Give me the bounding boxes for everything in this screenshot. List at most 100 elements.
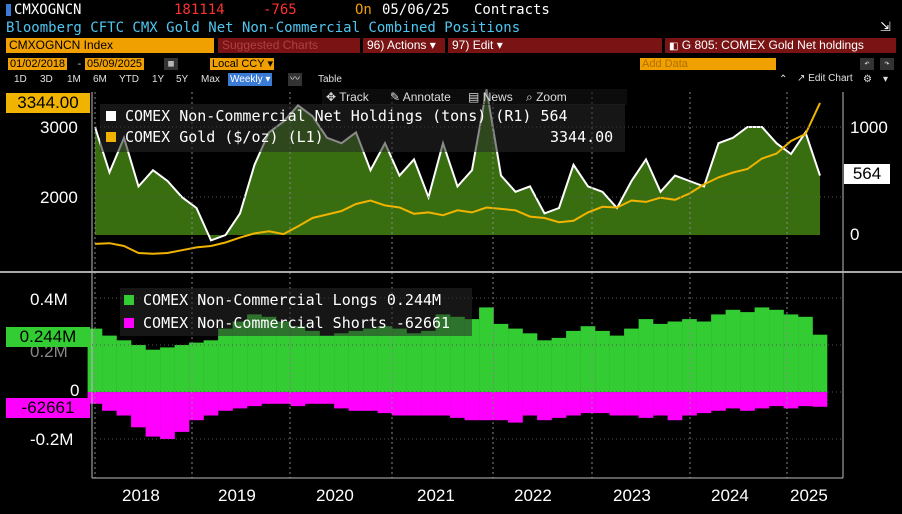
settings-icon[interactable]: ⚙ bbox=[863, 74, 872, 85]
x-year-2018: 2018 bbox=[122, 486, 160, 505]
shorts-bar bbox=[769, 392, 784, 407]
longs-bar bbox=[174, 345, 190, 392]
shorts-bar bbox=[653, 392, 668, 416]
shorts-bar bbox=[711, 392, 726, 411]
legend-net-holdings[interactable]: COMEX Non-Commercial Net Holdings (tons)… bbox=[106, 107, 568, 125]
legend-longs[interactable]: COMEX Non-Commercial Longs 0.244M bbox=[124, 291, 441, 309]
shorts-bar bbox=[435, 392, 451, 416]
tf-max[interactable]: Max bbox=[201, 74, 220, 85]
tf-5y[interactable]: 5Y bbox=[176, 74, 189, 85]
shorts-bar bbox=[145, 392, 161, 437]
ticker-symbol[interactable]: CMXOGNCN bbox=[14, 2, 82, 18]
security-field[interactable]: CMXOGNCN Index bbox=[6, 38, 214, 53]
shorts-bar bbox=[319, 392, 335, 404]
y-right-tick-0: 0 bbox=[850, 225, 860, 244]
longs-bar bbox=[682, 319, 697, 392]
on-label: On bbox=[355, 2, 372, 18]
as-of-date: 05/06/25 bbox=[382, 2, 450, 18]
tf-1y[interactable]: 1Y bbox=[152, 74, 165, 85]
graph-title-bar[interactable]: ◧ G 805: COMEX Gold Net holdings bbox=[665, 38, 896, 53]
shorts-bar bbox=[102, 392, 117, 411]
edit-chart-label: Edit Chart bbox=[808, 73, 853, 84]
annotate-icon: ✎ bbox=[390, 90, 401, 104]
news-tool[interactable]: ▤ News bbox=[468, 90, 513, 104]
tf-ytd[interactable]: YTD bbox=[119, 74, 139, 85]
track-label: Track bbox=[339, 90, 369, 104]
legend-net-last: 564 bbox=[540, 107, 568, 125]
longs-bar bbox=[305, 330, 320, 392]
shorts-bar bbox=[406, 392, 422, 416]
shorts-bar bbox=[812, 392, 828, 407]
shorts-last-badge: -62661 bbox=[6, 398, 90, 418]
shorts-bar bbox=[551, 392, 567, 418]
legend-longs-swatch bbox=[124, 295, 134, 305]
legend-longs-last: 0.244M bbox=[386, 291, 442, 309]
edit-chart-button[interactable]: ↗ Edit Chart bbox=[797, 73, 853, 84]
longs-bar bbox=[406, 333, 422, 393]
longs-bar bbox=[566, 330, 581, 392]
shorts-bar bbox=[247, 392, 262, 407]
longs-bar bbox=[537, 340, 552, 392]
frequency-select[interactable]: Weekly ▾ bbox=[228, 73, 273, 86]
shorts-bar bbox=[479, 392, 494, 421]
collapse-icon[interactable]: ⌃ bbox=[779, 74, 788, 85]
legend-shorts-last: -62661 bbox=[395, 314, 451, 332]
shorts-bar bbox=[580, 392, 596, 414]
table-button[interactable]: Table bbox=[318, 74, 342, 85]
chart-type-icon[interactable]: 〰 bbox=[288, 73, 302, 86]
actions-label: Actions bbox=[387, 38, 427, 52]
longs-bar bbox=[624, 328, 639, 392]
suggested-charts-button[interactable]: Suggested Charts bbox=[218, 38, 360, 53]
shorts-bar bbox=[421, 392, 436, 416]
grid bbox=[0, 92, 902, 479]
longs-bar bbox=[493, 323, 509, 392]
tf-1d[interactable]: 1D bbox=[14, 74, 27, 85]
longs-bar bbox=[218, 328, 233, 392]
track-tool[interactable]: ✥ Track bbox=[326, 90, 369, 104]
shorts-bar bbox=[276, 392, 291, 404]
longs-bar bbox=[290, 326, 306, 392]
legend-net-swatch bbox=[106, 111, 116, 121]
more-icon[interactable]: ▾ bbox=[883, 74, 889, 85]
legend-shorts[interactable]: COMEX Non-Commercial Shorts -62661 bbox=[124, 314, 450, 332]
longs-bar bbox=[754, 307, 770, 392]
units-label: Contracts bbox=[474, 2, 550, 18]
x-year-2025: 2025 bbox=[790, 486, 828, 505]
tool-strip bbox=[322, 89, 627, 105]
shorts-bar bbox=[522, 392, 538, 416]
shorts-bar bbox=[305, 392, 320, 404]
zoom-tool[interactable]: ⌕ Zoom bbox=[526, 90, 567, 105]
calendar-icon[interactable]: ▦ bbox=[164, 58, 178, 70]
suggested-charts-label: Suggested Charts bbox=[222, 38, 319, 52]
undo-icon[interactable]: ↶ bbox=[860, 58, 874, 70]
tf-1m[interactable]: 1M bbox=[67, 74, 81, 85]
edit-label: Edit bbox=[472, 38, 494, 52]
longs-bar bbox=[319, 335, 335, 392]
tf-3d[interactable]: 3D bbox=[40, 74, 53, 85]
lower-legend bbox=[120, 288, 472, 336]
redo-icon[interactable]: ↷ bbox=[880, 58, 894, 70]
legend-gold[interactable]: COMEX Gold ($/oz) (L1) bbox=[106, 128, 324, 146]
longs-bar bbox=[508, 328, 523, 392]
tf-6m[interactable]: 6M bbox=[93, 74, 107, 85]
actions-menu[interactable]: 96) Actions ▾ bbox=[363, 38, 445, 53]
currency-select[interactable]: Local CCY ▾ bbox=[210, 58, 274, 70]
edit-num: 97) bbox=[452, 38, 470, 52]
y-left-tick-2000: 2000 bbox=[40, 188, 78, 207]
legend-gold-last: 3344.00 bbox=[550, 128, 614, 146]
shorts-bar bbox=[450, 392, 465, 418]
shorts-bar bbox=[609, 392, 625, 416]
popout-icon[interactable]: ⇲ bbox=[880, 20, 891, 35]
longs-last-badge: 0.244M bbox=[6, 327, 90, 347]
legend-shorts-swatch bbox=[124, 318, 134, 328]
longs-bar bbox=[189, 342, 204, 392]
end-date-input[interactable]: 05/09/2025 bbox=[85, 58, 145, 70]
start-date-input[interactable]: 01/02/2018 bbox=[8, 58, 68, 70]
date-separator: - bbox=[76, 57, 83, 70]
edit-menu[interactable]: 97) Edit ▾ bbox=[448, 38, 662, 53]
annotate-tool[interactable]: ✎ Annotate bbox=[390, 90, 451, 104]
longs-bar bbox=[116, 340, 132, 392]
x-year-2024: 2024 bbox=[711, 486, 749, 505]
add-data-input[interactable]: Add Data bbox=[640, 58, 776, 70]
